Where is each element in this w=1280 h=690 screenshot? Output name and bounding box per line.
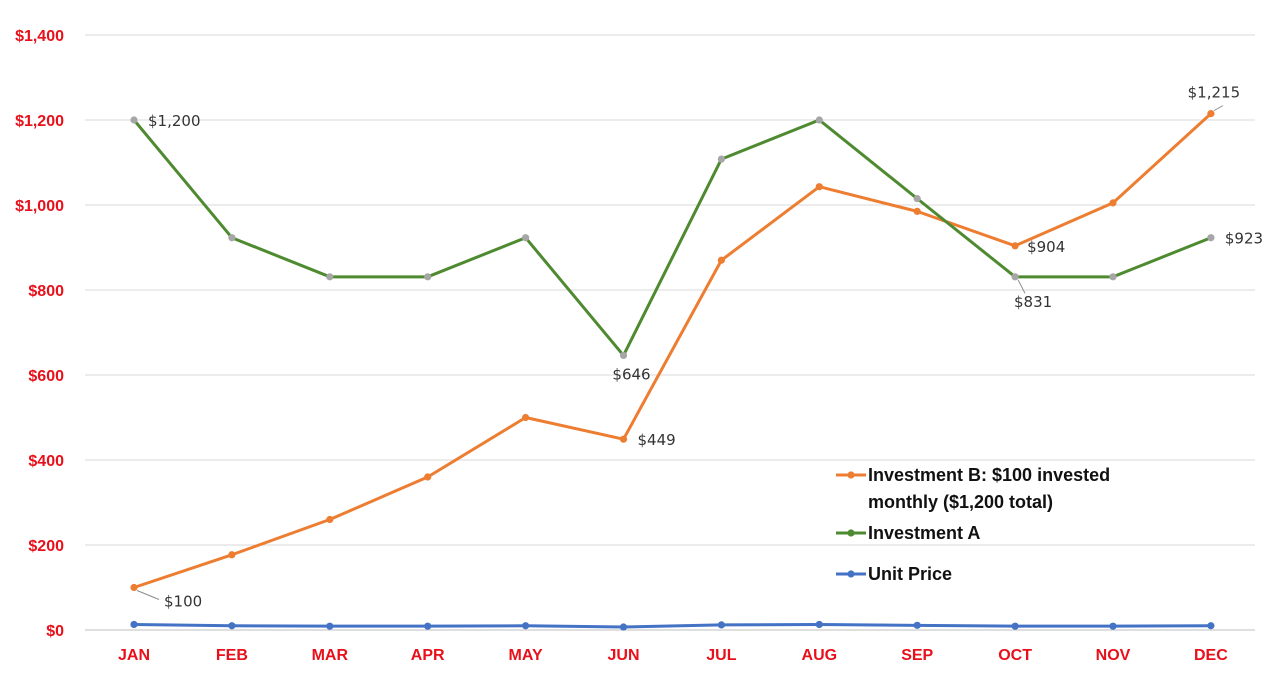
y-tick-label: $200 (28, 538, 64, 555)
y-tick-label: $1,200 (15, 113, 64, 130)
data-point (717, 256, 726, 264)
legend-label: Investment B: $100 invested (868, 465, 1110, 485)
legend-marker (847, 570, 855, 578)
data-point (717, 155, 726, 163)
x-tick-label: JUL (706, 647, 736, 664)
legend-marker (847, 471, 855, 479)
data-point (326, 515, 334, 524)
data-point (717, 621, 726, 629)
x-axis: JAN FEB MAR APR MAY JUN JUL AUG SEP OCT NOV DEC (118, 647, 1228, 664)
gridlines (85, 34, 1255, 631)
data-point (130, 116, 138, 124)
y-tick-label: $1,000 (15, 198, 64, 215)
data-point (1011, 273, 1019, 281)
x-tick-label: MAY (509, 647, 543, 664)
legend-label: Unit Price (868, 564, 952, 584)
x-tick-label: OCT (998, 647, 1032, 664)
data-point (1109, 273, 1117, 281)
series-line (132, 118, 1213, 357)
data-point (1109, 199, 1117, 207)
x-tick-label: AUG (802, 647, 838, 664)
x-tick-label: APR (411, 647, 445, 664)
data-point (1011, 622, 1019, 630)
data-point (522, 413, 530, 422)
data-point (522, 234, 530, 242)
y-tick-label: $1,400 (15, 28, 64, 45)
data-label: $646 (612, 365, 650, 383)
data-point (913, 195, 921, 203)
data-point (228, 622, 236, 630)
y-tick-label: $400 (28, 453, 64, 470)
data-point (326, 273, 334, 281)
data-point (130, 583, 138, 592)
data-point (326, 622, 334, 630)
x-tick-label: MAR (312, 647, 349, 664)
data-point (228, 551, 236, 559)
data-point (619, 435, 628, 443)
y-tick-label: $600 (28, 368, 64, 385)
series-lines (130, 110, 1215, 631)
data-label: $1,215 (1188, 84, 1241, 102)
data-point (228, 234, 236, 242)
y-axis: $0 $200 $400 $600 $800 $1,000 $1,200 $1,400 (15, 28, 64, 640)
data-point (522, 622, 530, 630)
legend: Investment B: $100 invested monthly ($1,2… (836, 465, 1110, 584)
y-tick-label: $800 (28, 283, 64, 300)
y-tick-label: $0 (46, 623, 64, 640)
data-point (815, 183, 823, 191)
data-point (815, 620, 823, 629)
data-point (424, 622, 432, 630)
data-label: $904 (1027, 238, 1065, 256)
series-line (132, 112, 1213, 589)
data-label: $449 (638, 431, 676, 449)
data-point (1207, 110, 1215, 118)
data-point (913, 207, 921, 215)
data-label: $1,200 (148, 112, 201, 130)
x-tick-label: SEP (901, 647, 933, 664)
data-point (1207, 234, 1215, 242)
data-point (130, 620, 138, 629)
data-point (1109, 622, 1117, 630)
series-line (132, 622, 1213, 629)
data-label-leader (136, 590, 160, 600)
data-label: $831 (1014, 293, 1052, 311)
data-point (1207, 622, 1215, 630)
data-point (913, 621, 921, 629)
x-tick-label: FEB (216, 647, 248, 664)
data-label-leader (1213, 105, 1224, 112)
data-point (1011, 242, 1019, 250)
x-tick-label: NOV (1096, 647, 1131, 664)
x-tick-label: JUN (607, 647, 639, 664)
data-point (619, 623, 628, 631)
data-label: $923 (1225, 230, 1263, 248)
data-label-leader (1017, 279, 1026, 294)
data-point (619, 351, 628, 360)
data-point (424, 473, 432, 481)
data-point (424, 273, 432, 281)
legend-label: monthly ($1,200 total) (868, 492, 1053, 512)
legend-marker (847, 529, 855, 537)
legend-label: Investment A (868, 523, 980, 543)
data-point (815, 116, 823, 124)
data-label: $100 (164, 593, 202, 611)
x-tick-label: JAN (118, 647, 150, 664)
x-tick-label: DEC (1194, 647, 1228, 664)
data-labels: $1,200 $100 $646 $449 $904 $831 $1,215 $923 (136, 84, 1263, 611)
